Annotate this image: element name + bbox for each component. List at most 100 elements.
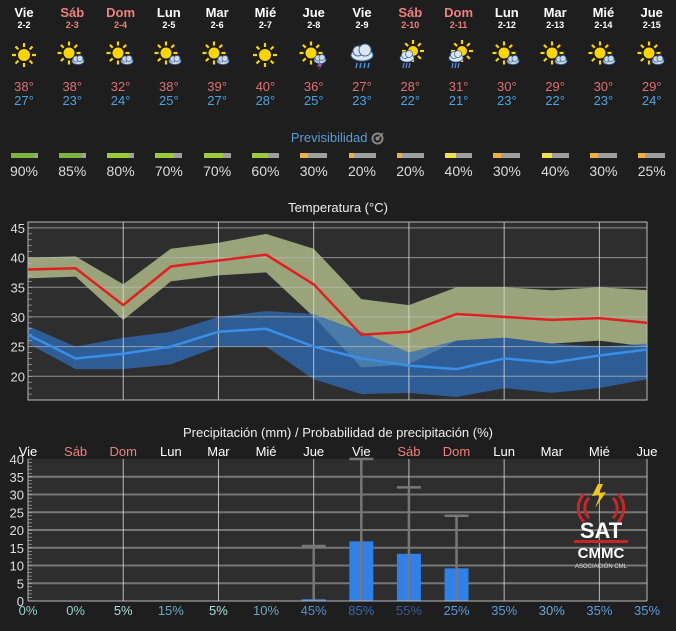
sun-rain-icon [448, 40, 473, 69]
max-temp: 29° [641, 79, 662, 94]
max-temp: 40° [255, 79, 276, 94]
day-date: 2-13 [546, 20, 565, 30]
predictability-fill [107, 153, 129, 158]
day-name: Dom [106, 5, 135, 20]
precipitation-day-label: Jue [636, 444, 658, 459]
day-name: Mié [254, 5, 277, 20]
day-name: Mar [205, 5, 229, 20]
predictability-item: 20% [386, 153, 434, 179]
precipitation-probability: 5% [113, 603, 133, 618]
predictability-fill [493, 153, 502, 158]
day-date: 2-3 [65, 20, 79, 30]
precipitation-day-label: Dom [442, 444, 471, 459]
precipitation-bar [396, 553, 421, 601]
min-temp: 23° [352, 93, 372, 108]
day-date: 2-5 [162, 20, 176, 30]
y-tick-label: 25 [10, 505, 24, 520]
predictability-fill [589, 153, 599, 158]
min-temp: 22° [545, 93, 565, 108]
predictability-item: 70% [145, 153, 193, 179]
target-icon [371, 130, 385, 145]
precipitation-probability: 0% [18, 603, 38, 618]
precipitation-day-label: Mar [207, 444, 230, 459]
precipitation-day-label: Vie [18, 444, 38, 459]
predictability-item: 40% [531, 153, 579, 179]
precipitation-probability: 10% [253, 603, 280, 618]
day-date: 2-12 [497, 20, 516, 30]
predictability-item: 70% [193, 153, 241, 179]
day-date: 2-14 [594, 20, 613, 30]
y-tick-label: 20 [10, 523, 24, 538]
day-date: 2-6 [210, 20, 224, 30]
sun-cloud-icon [588, 41, 616, 65]
min-temp-line [27, 327, 648, 371]
day-column: Vie 2-9 27° 23° [338, 5, 386, 108]
day-name: Lun [494, 5, 519, 20]
max-temp: 32° [110, 79, 131, 94]
predictability-item: 85% [48, 153, 96, 179]
precipitation-day-label: Mar [540, 444, 563, 459]
precipitation-probability: 85% [348, 603, 375, 618]
predictability-bar [155, 153, 183, 158]
day-name: Jue [302, 5, 325, 20]
precipitation-day-label: Vie [352, 444, 371, 459]
plot-border [27, 221, 648, 401]
predictability-fill [638, 153, 645, 158]
temperature-chart-title: Temperatura (°C) [288, 200, 388, 215]
day-date: 2-9 [355, 20, 369, 30]
precipitation-probability: 5% [209, 603, 228, 618]
y-tick-label: 15 [10, 541, 24, 556]
sun-rain-icon [399, 40, 425, 69]
max-temp: 31° [448, 79, 469, 94]
y-tick-label: 35 [11, 280, 25, 295]
predictability-fill [300, 153, 309, 158]
precipitation-day-label: Lun [159, 444, 182, 459]
predictability-bar [541, 153, 569, 158]
precipitation-day-label: Mié [255, 444, 277, 459]
predictability-fill [58, 153, 82, 158]
precipitation-probability: 35% [586, 603, 613, 618]
sun-icon [253, 43, 278, 67]
predictability-label: Previsibilidad [290, 130, 368, 146]
precipitation-day-label: Sáb [397, 444, 421, 459]
max-temp: 38° [14, 79, 34, 94]
day-column: Dom 2-11 31° 21° [435, 6, 483, 108]
predictability-percent: 85% [58, 163, 87, 179]
y-tick-label: 5 [17, 576, 24, 591]
min-temp: 23° [593, 93, 614, 108]
predictability-percent: 90% [9, 163, 39, 179]
sun-storm-icon [299, 41, 327, 70]
predictability-item: 20% [338, 153, 386, 179]
day-date: 2-11 [449, 20, 468, 30]
day-column: Mar 2-13 29° 22° [531, 6, 579, 108]
predictability-title: Previsibilidad [0, 129, 676, 145]
min-temp: 25° [303, 93, 324, 108]
max-temp: 30° [497, 79, 517, 94]
y-tick-label: 10 [10, 559, 24, 574]
predictability-bar [58, 153, 86, 158]
precipitation-bar [349, 541, 374, 601]
sun-icon [12, 43, 36, 67]
day-column: Lun 2-12 30° 23° [483, 5, 531, 108]
day-column: Vie 2-2 38° 27° [0, 6, 48, 108]
max-temp: 30° [593, 79, 614, 94]
predictability-bar [10, 153, 38, 158]
precipitation-plot-area [28, 459, 647, 601]
min-temp: 23° [62, 93, 83, 108]
day-name: Vie [352, 5, 372, 20]
precipitation-probability: 35% [633, 603, 661, 618]
min-temp: 24° [641, 93, 662, 108]
predictability-percent: 70% [154, 163, 183, 179]
predictability-bar [107, 153, 135, 158]
y-tick-label: 20 [11, 369, 25, 384]
max-temp-line [27, 253, 648, 337]
sun-cloud-icon [57, 41, 85, 65]
predictability-bar [638, 153, 666, 158]
predictability-percent: 40% [444, 163, 473, 179]
predictability-percent: 25% [637, 163, 666, 179]
day-date: 2-2 [17, 20, 31, 30]
max-temp: 29° [545, 79, 565, 94]
precipitation-day-label: Lun [493, 444, 515, 459]
predictability-bar [493, 153, 521, 158]
day-date: 2-7 [258, 20, 272, 30]
